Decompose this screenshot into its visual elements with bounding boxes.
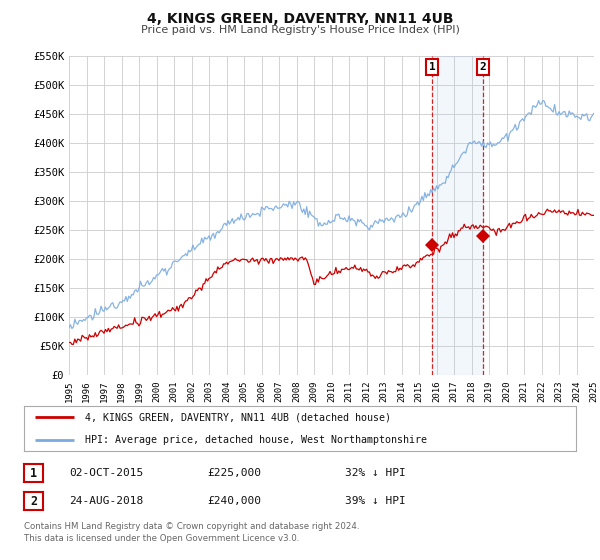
Text: HPI: Average price, detached house, West Northamptonshire: HPI: Average price, detached house, West…: [85, 435, 427, 445]
Bar: [432, 56, 483, 375]
Text: 1: 1: [429, 62, 436, 72]
Text: £240,000: £240,000: [207, 496, 261, 506]
Text: 2: 2: [30, 494, 37, 508]
Text: 24-AUG-2018: 24-AUG-2018: [69, 496, 143, 506]
Text: 32% ↓ HPI: 32% ↓ HPI: [345, 468, 406, 478]
Text: 4, KINGS GREEN, DAVENTRY, NN11 4UB (detached house): 4, KINGS GREEN, DAVENTRY, NN11 4UB (deta…: [85, 412, 391, 422]
Text: 39% ↓ HPI: 39% ↓ HPI: [345, 496, 406, 506]
Text: Contains HM Land Registry data © Crown copyright and database right 2024.: Contains HM Land Registry data © Crown c…: [24, 522, 359, 531]
Text: 1: 1: [30, 466, 37, 480]
Text: £225,000: £225,000: [207, 468, 261, 478]
Text: Price paid vs. HM Land Registry's House Price Index (HPI): Price paid vs. HM Land Registry's House …: [140, 25, 460, 35]
Text: 4, KINGS GREEN, DAVENTRY, NN11 4UB: 4, KINGS GREEN, DAVENTRY, NN11 4UB: [147, 12, 453, 26]
Text: 2: 2: [479, 62, 486, 72]
Text: 02-OCT-2015: 02-OCT-2015: [69, 468, 143, 478]
Text: This data is licensed under the Open Government Licence v3.0.: This data is licensed under the Open Gov…: [24, 534, 299, 543]
